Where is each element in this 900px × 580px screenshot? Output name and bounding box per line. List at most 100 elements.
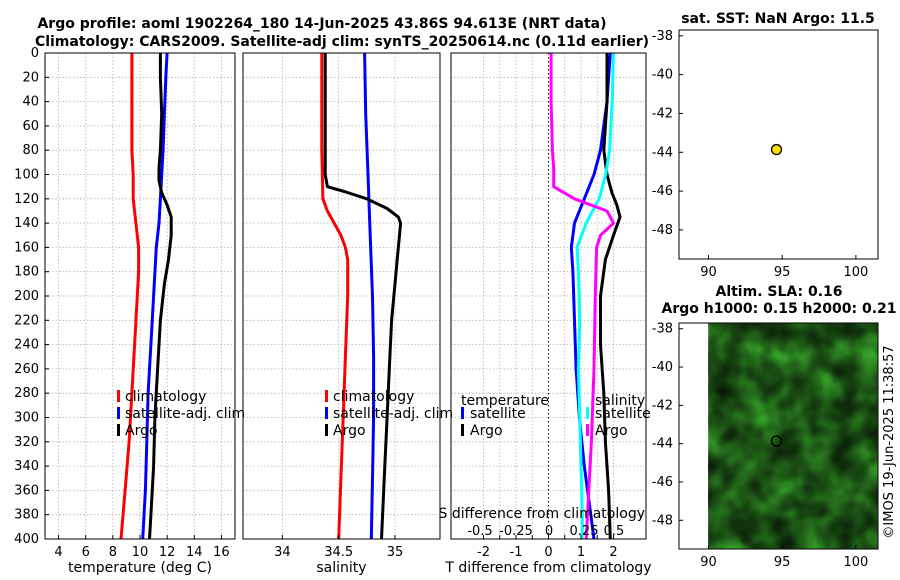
series-line-s-satellite bbox=[575, 52, 615, 539]
legend-swatch bbox=[461, 407, 464, 419]
map-x-tick-label: 95 bbox=[774, 265, 791, 280]
y-tick-label: 40 bbox=[22, 95, 39, 110]
legend-title-temperature: temperature bbox=[461, 393, 549, 409]
map-y-tick-label: -46 bbox=[652, 184, 673, 199]
y-tick-label: 160 bbox=[14, 240, 39, 255]
x-tick-label: 8 bbox=[109, 545, 117, 560]
y-tick-label: 220 bbox=[14, 313, 39, 328]
map-x-tick-label: 100 bbox=[843, 265, 868, 280]
s-tick-label: 0.25 bbox=[570, 524, 599, 539]
map-frame bbox=[678, 322, 879, 550]
legend-entry: climatology bbox=[125, 389, 206, 405]
map-frame bbox=[678, 29, 879, 260]
map-y-tick-label: -42 bbox=[652, 106, 673, 121]
map-y-tick-label: -48 bbox=[652, 223, 673, 238]
legend-entry: satellite-adj. clim bbox=[125, 406, 245, 422]
sla-map-title-line2: Argo h1000: 0.15 h2000: 0.21 bbox=[661, 301, 896, 317]
map-y-tick-label: -38 bbox=[652, 29, 673, 44]
legend-title-salinity: salinity bbox=[595, 393, 645, 409]
legend-swatch bbox=[117, 407, 120, 419]
series-line-climatology bbox=[119, 53, 141, 540]
x-tick-label: 16 bbox=[213, 545, 230, 560]
series-line-argo bbox=[323, 53, 403, 540]
map-x-tick-label: 95 bbox=[774, 555, 791, 570]
x-tick-label: 10 bbox=[132, 545, 149, 560]
s-tick-label: 0.5 bbox=[604, 524, 625, 539]
map-panel-sla_map: 90 95 100 -38 -40 -42 -44 -46 -48 bbox=[652, 322, 879, 570]
series-line-climatology bbox=[320, 53, 350, 540]
x-axis-label-top: S difference from climatology bbox=[439, 506, 645, 522]
series-line-s-argo bbox=[549, 53, 615, 540]
legend-swatch bbox=[117, 390, 120, 402]
y-tick-label: 60 bbox=[22, 119, 39, 134]
x-tick-label: 12 bbox=[159, 545, 176, 560]
s-tick-label: -0.25 bbox=[499, 524, 533, 539]
y-tick-label: 340 bbox=[14, 459, 39, 474]
y-tick-label: 180 bbox=[14, 265, 39, 280]
y-tick-label: 380 bbox=[14, 508, 39, 523]
map-y-tick-label: -38 bbox=[652, 322, 673, 337]
x-tick-label: 4 bbox=[54, 545, 62, 560]
y-tick-label: 20 bbox=[22, 70, 39, 85]
x-tick-label: 0 bbox=[544, 545, 552, 560]
sla-map-title-line1: Altim. SLA: 0.16 bbox=[715, 284, 842, 300]
series-line-t-satellite bbox=[569, 52, 612, 540]
series-line-satellite-adj-clim bbox=[141, 52, 169, 540]
y-tick-label: 400 bbox=[14, 532, 39, 547]
y-tick-label: 360 bbox=[14, 483, 39, 498]
legend-swatch bbox=[117, 424, 120, 436]
s-tick-label: -0.5 bbox=[467, 524, 492, 539]
y-tick-label: 100 bbox=[14, 168, 39, 183]
y-tick-label: 80 bbox=[22, 143, 39, 158]
sst-map-title: sat. SST: NaN Argo: 11.5 bbox=[681, 11, 875, 27]
sla-field-low bbox=[708, 323, 878, 549]
legend-entry: satellite bbox=[595, 406, 651, 422]
map-y-tick-label: -46 bbox=[652, 475, 673, 490]
legend-swatch bbox=[325, 424, 328, 436]
legend-entry: Argo bbox=[595, 423, 628, 439]
series-line-argo bbox=[148, 53, 173, 540]
y-tick-label: 320 bbox=[14, 435, 39, 450]
s-tick-label: 0 bbox=[545, 524, 553, 539]
figure-title-line2: Climatology: CARS2009. Satellite-adj cli… bbox=[35, 34, 649, 50]
y-tick-label: 240 bbox=[14, 338, 39, 353]
legend-swatch bbox=[325, 407, 328, 419]
y-tick-label: 280 bbox=[14, 386, 39, 401]
imos-timestamp: ©IMOS 19-Jun-2025 11:38:57 bbox=[882, 345, 897, 538]
legend-swatch bbox=[586, 424, 589, 436]
series-line-t-argo bbox=[599, 53, 622, 540]
y-tick-label: 200 bbox=[14, 289, 39, 304]
legend-entry: Argo bbox=[470, 423, 503, 439]
map-y-tick-label: -48 bbox=[652, 513, 673, 528]
legend-swatch bbox=[586, 407, 589, 419]
profile-panel-difference: -2 -1 0 1 2T difference from climatology S di… bbox=[439, 52, 652, 576]
y-tick-label: 140 bbox=[14, 216, 39, 231]
map-x-tick-label: 90 bbox=[700, 265, 717, 280]
sla-field-low-fill bbox=[708, 323, 878, 549]
series-line-satellite-adj-clim bbox=[363, 52, 376, 540]
axes-frame bbox=[242, 52, 441, 540]
map-x-tick-label: 90 bbox=[700, 555, 717, 570]
x-tick-label: 34 bbox=[274, 545, 291, 560]
x-axis-label: salinity bbox=[316, 560, 366, 576]
legend-swatch bbox=[461, 424, 464, 436]
x-tick-label: 1 bbox=[577, 545, 585, 560]
legend-entry: satellite-adj. clim bbox=[333, 406, 453, 422]
profile-panel-salinity: 34 34.5 35 salinity climatologysatellite-adj… bbox=[242, 52, 453, 576]
y-tick-label: 260 bbox=[14, 362, 39, 377]
legend-swatch bbox=[325, 390, 328, 402]
x-axis-label: T difference from climatology bbox=[444, 560, 651, 576]
y-tick-label: 300 bbox=[14, 411, 39, 426]
x-tick-label: 2 bbox=[609, 545, 617, 560]
argo-location-marker bbox=[770, 143, 783, 156]
map-y-tick-label: -44 bbox=[652, 145, 673, 160]
x-tick-label: 35 bbox=[387, 545, 404, 560]
map-y-tick-label: -40 bbox=[652, 360, 673, 375]
map-y-tick-label: -40 bbox=[652, 68, 673, 83]
argo-location-marker bbox=[770, 435, 783, 447]
legend-entry: satellite bbox=[470, 406, 526, 422]
x-tick-label: -1 bbox=[510, 545, 523, 560]
